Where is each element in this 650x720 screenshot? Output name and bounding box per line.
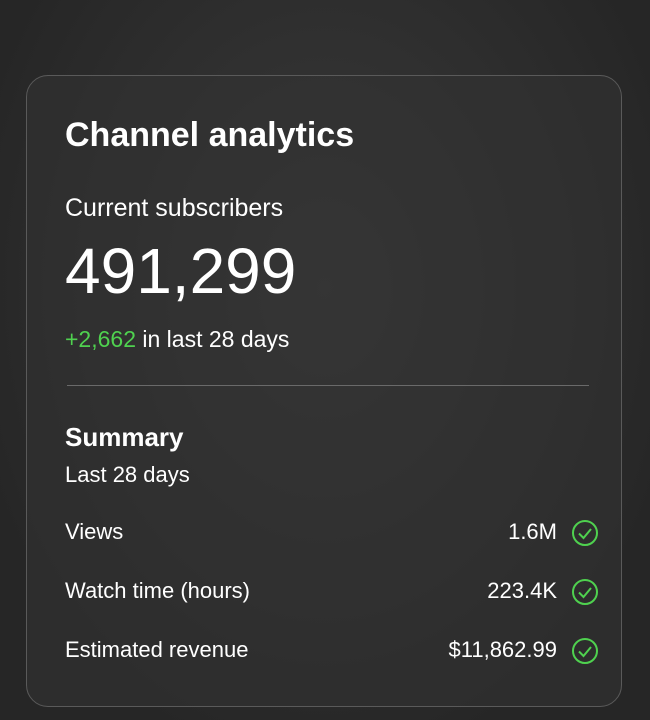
change-value: +2,662 — [65, 326, 136, 352]
summary-row: Views 1.6M — [65, 519, 599, 549]
metric-name: Views — [65, 519, 124, 544]
summary-period: Last 28 days — [65, 462, 190, 487]
check-icon — [572, 579, 598, 605]
subscriber-change: +2,662 in last 28 days — [65, 326, 289, 353]
summary-row: Estimated revenue $11,862.99 — [65, 637, 599, 667]
analytics-card: Channel analytics Current subscribers 49… — [26, 75, 622, 707]
metric-value: $11,862.99 — [448, 637, 557, 662]
check-icon — [572, 638, 598, 664]
card-title: Channel analytics — [65, 116, 355, 154]
metric-name: Estimated revenue — [65, 637, 249, 662]
divider — [67, 385, 589, 386]
change-suffix: in last 28 days — [142, 326, 290, 352]
check-icon — [572, 520, 598, 546]
subscriber-count: 491,299 — [65, 235, 297, 307]
metric-value: 1.6M — [508, 519, 557, 544]
summary-row: Watch time (hours) 223.4K — [65, 578, 599, 608]
metric-value: 223.4K — [487, 578, 557, 603]
metric-name: Watch time (hours) — [65, 578, 251, 603]
summary-title: Summary — [65, 422, 184, 452]
subscribers-label: Current subscribers — [65, 194, 284, 222]
